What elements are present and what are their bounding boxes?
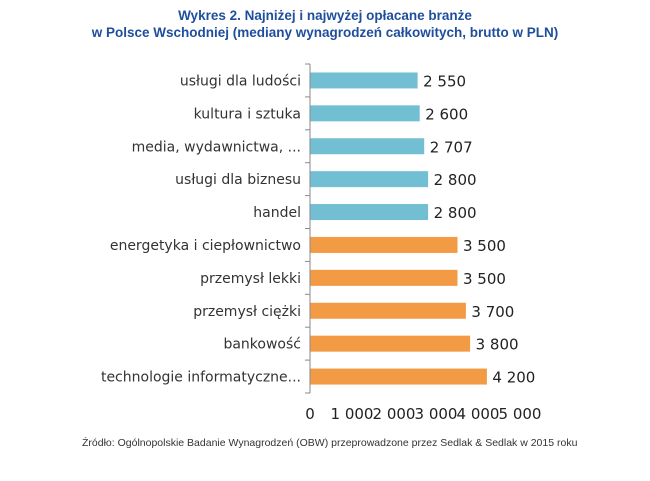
- x-tick-label: 0: [305, 405, 315, 423]
- x-tick-label: 4 000: [457, 405, 500, 423]
- category-label: media, wydawnictwa, ...: [132, 139, 301, 155]
- value-label: 3 500: [463, 270, 506, 288]
- bar: [310, 368, 487, 385]
- bar: [310, 171, 429, 188]
- category-label: bankowość: [223, 337, 301, 353]
- category-label: energetyka i ciepłownictwo: [110, 238, 301, 254]
- category-label: przemysł lekki: [200, 271, 301, 287]
- bar: [310, 236, 458, 253]
- bar: [310, 302, 466, 319]
- value-label: 2 800: [434, 171, 477, 189]
- value-label: 2 600: [425, 105, 468, 123]
- bar: [310, 335, 471, 352]
- x-tick-label: 3 000: [415, 405, 458, 423]
- category-label: handel: [253, 205, 301, 221]
- value-label: 2 800: [434, 204, 477, 222]
- bar: [310, 72, 418, 89]
- x-tick-label: 5 000: [499, 405, 542, 423]
- category-label: usługi dla biznesu: [175, 172, 301, 188]
- x-tick-label: 2 000: [373, 405, 416, 423]
- value-label: 3 500: [463, 237, 506, 255]
- bar: [310, 138, 425, 155]
- value-label: 3 700: [471, 303, 514, 321]
- value-label: 4 200: [492, 369, 535, 387]
- value-label: 3 800: [476, 336, 519, 354]
- category-label: usługi dla ludości: [180, 73, 301, 89]
- chart-title-line1: Wykres 2. Najniżej i najwyżej opłacane b…: [178, 8, 472, 23]
- bar: [310, 204, 429, 221]
- value-label: 2 550: [423, 72, 466, 90]
- value-label: 2 707: [430, 138, 473, 156]
- category-label: kultura i sztuka: [194, 106, 301, 122]
- source-note: Źródło: Ogólnopolskie Badanie Wynagrodze…: [82, 437, 578, 449]
- category-label: przemysł ciężki: [193, 304, 301, 320]
- x-tick-label: 1 000: [331, 405, 374, 423]
- bar: [310, 105, 420, 122]
- bar: [310, 269, 458, 286]
- category-label: technologie informatyczne...: [101, 370, 301, 386]
- chart-title-line2: w Polsce Wschodniej (mediany wynagrodzeń…: [91, 25, 559, 40]
